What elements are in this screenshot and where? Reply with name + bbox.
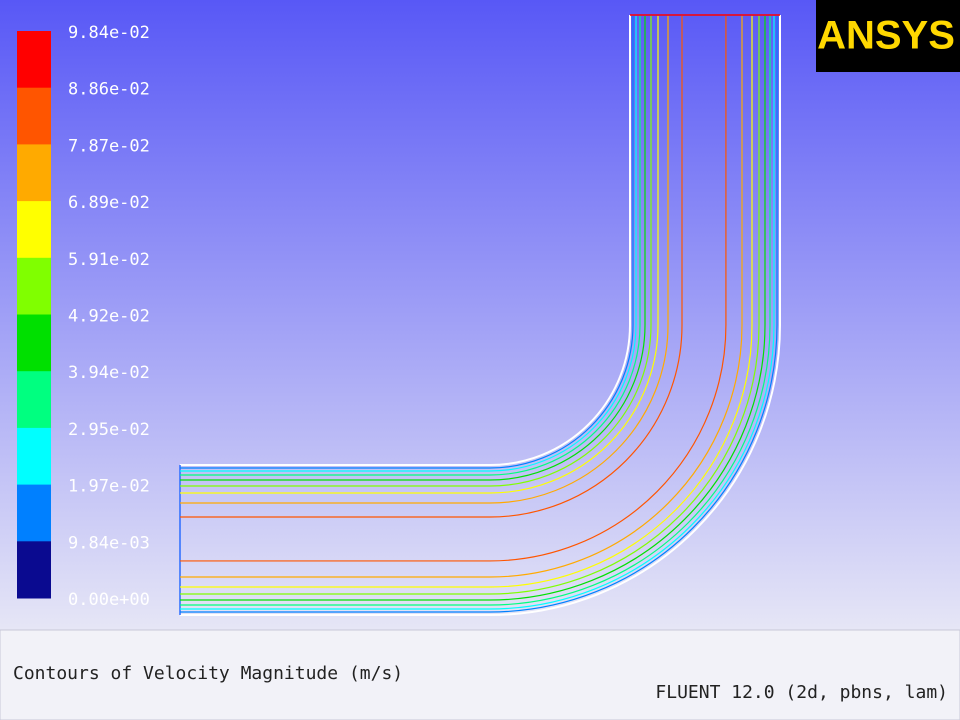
colorbar-segment bbox=[17, 371, 51, 429]
contour-line bbox=[180, 16, 669, 504]
background bbox=[0, 0, 960, 630]
contour-line bbox=[180, 16, 637, 472]
logo-box bbox=[816, 0, 960, 72]
colorbar-label: 4.92e-02 bbox=[68, 307, 150, 327]
contour-line bbox=[180, 16, 659, 494]
contour-line bbox=[180, 16, 727, 562]
colorbar-segment bbox=[17, 144, 51, 202]
colorbar-segment bbox=[17, 201, 51, 259]
contour-line bbox=[180, 16, 766, 601]
colorbar-label: 7.87e-02 bbox=[68, 136, 150, 156]
colorbar-label: 9.84e-02 bbox=[68, 23, 150, 43]
colorbar-label: 2.95e-02 bbox=[68, 420, 150, 440]
colorbar-segment bbox=[17, 484, 51, 542]
contour-line bbox=[180, 16, 775, 610]
caption: Contours of Velocity Magnitude (m/s) bbox=[13, 663, 403, 684]
colorbar: 9.84e-02 8.86e-02 7.87e-02 6.89e-02 5.91e-02… bbox=[17, 23, 150, 610]
contour-line bbox=[180, 16, 646, 481]
contour-line bbox=[180, 16, 641, 476]
logo: ANSYS bbox=[817, 14, 955, 58]
colorbar-label: 1.97e-02 bbox=[68, 477, 150, 497]
contour-line bbox=[180, 16, 778, 613]
colorbar-label: 3.94e-02 bbox=[68, 363, 150, 383]
contour-line bbox=[180, 16, 683, 518]
colorbar-label: 8.86e-02 bbox=[68, 80, 150, 100]
contour-line bbox=[180, 16, 771, 606]
inner-wall bbox=[180, 15, 631, 466]
colorbar-segment bbox=[17, 257, 51, 315]
colorbar-segment bbox=[17, 87, 51, 145]
colorbar-segment bbox=[17, 314, 51, 372]
contour-line bbox=[180, 16, 753, 588]
contour-line bbox=[180, 16, 634, 469]
colorbar-segment bbox=[17, 541, 51, 599]
contour-line bbox=[180, 16, 743, 578]
footer-text: FLUENT 12.0 (2d, pbns, lam) bbox=[655, 682, 948, 703]
colorbar-label: 6.89e-02 bbox=[68, 193, 150, 213]
colorbar-segment bbox=[17, 427, 51, 486]
colorbar-label: 0.00e+00 bbox=[68, 590, 150, 610]
outer-wall bbox=[180, 15, 781, 616]
colorbar-label: 9.84e-03 bbox=[68, 533, 150, 553]
colorbar-label: 5.91e-02 bbox=[68, 250, 150, 270]
footer-panel bbox=[0, 629, 960, 720]
contour-line bbox=[180, 16, 760, 595]
contour-plot bbox=[179, 14, 781, 616]
contour-line bbox=[180, 16, 652, 487]
colorbar-segment bbox=[17, 31, 51, 89]
